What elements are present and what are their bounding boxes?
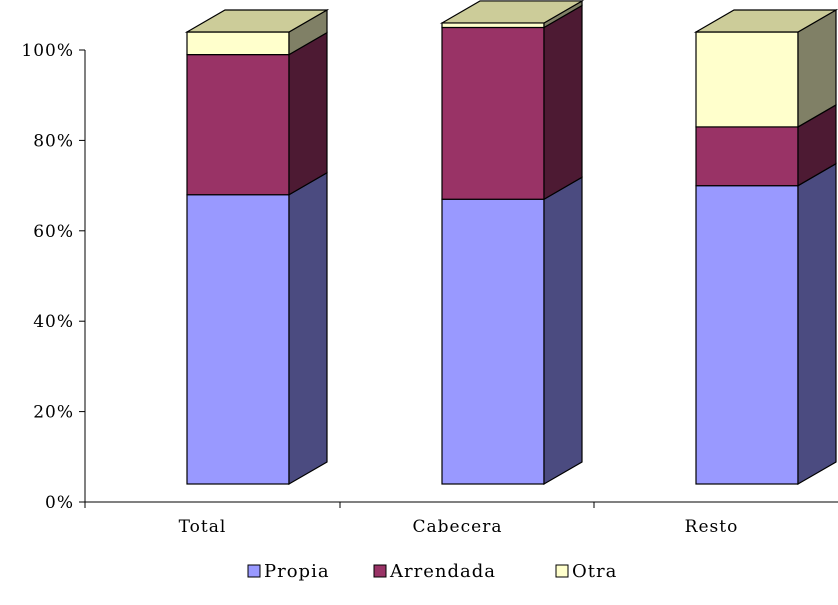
bar-resto-propia [695, 162, 837, 486]
legend: Propia Arrendada Otra [247, 561, 617, 582]
x-tick-label-total: Total [179, 517, 227, 537]
bar-total-otra [184, 8, 330, 56]
bar-cabecera-arrendada [441, 4, 583, 201]
y-tick-label: 60% [33, 222, 74, 242]
bar-cabecera-propia [441, 176, 583, 486]
bar-front [441, 198, 545, 485]
x-tick-label-resto: Resto [685, 517, 739, 537]
bar-top [184, 9, 330, 33]
legend-item-otra: Otra [555, 561, 617, 582]
bar-total-arrendada [186, 31, 328, 196]
legend-swatch [247, 564, 261, 578]
x-tick-label-cabecera: Cabecera [413, 517, 503, 537]
bar-side [288, 31, 328, 196]
bar-side [543, 4, 583, 201]
legend-item-arrendada: Arrendada [373, 561, 496, 582]
bar-front [186, 31, 290, 56]
legend-swatch [555, 564, 569, 578]
y-tick-label: 40% [33, 312, 74, 332]
bar-resto-otra [693, 8, 838, 128]
legend-swatch [373, 564, 387, 578]
bar-total-propia [186, 171, 328, 486]
bar-front [441, 22, 545, 29]
y-tick-label: 0% [45, 493, 74, 513]
bar-cabecera-otra [439, 0, 585, 29]
y-tick-label: 100% [21, 41, 74, 61]
bar-front [695, 185, 799, 485]
bar-side [543, 176, 583, 486]
legend-label: Arrendada [389, 561, 496, 582]
bars [184, 0, 838, 486]
bar-resto-arrendada [695, 103, 837, 187]
bar-side [797, 162, 837, 486]
bar-front [441, 26, 545, 200]
y-tick-label: 80% [33, 131, 74, 151]
bar-front [695, 31, 799, 128]
bar-front [186, 53, 290, 196]
bar-side [288, 171, 328, 486]
legend-label: Propia [264, 561, 330, 582]
legend-label: Otra [572, 561, 617, 582]
bar-top [439, 0, 585, 24]
bar-front [186, 194, 290, 485]
axes: 0% 20% 40% 60% 80% 100% Total Cabecera Resto [21, 41, 838, 537]
y-tick-label: 20% [33, 403, 74, 423]
bar-front [695, 126, 799, 187]
bar-top [693, 9, 838, 33]
legend-item-propia: Propia [247, 561, 330, 582]
